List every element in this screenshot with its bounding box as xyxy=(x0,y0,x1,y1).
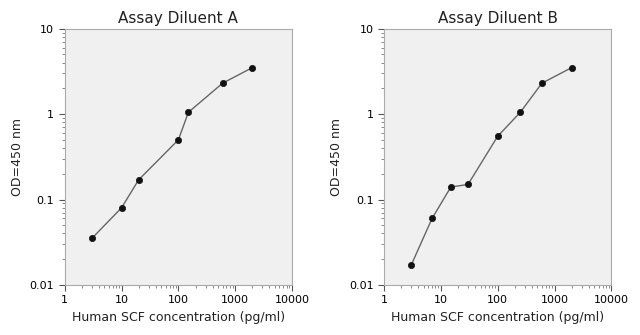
Y-axis label: OD=450 nm: OD=450 nm xyxy=(11,118,24,196)
X-axis label: Human SCF concentration (pg/ml): Human SCF concentration (pg/ml) xyxy=(391,311,604,324)
Y-axis label: OD=450 nm: OD=450 nm xyxy=(330,118,344,196)
Title: Assay Diluent B: Assay Diluent B xyxy=(438,11,557,26)
Title: Assay Diluent A: Assay Diluent A xyxy=(118,11,238,26)
X-axis label: Human SCF concentration (pg/ml): Human SCF concentration (pg/ml) xyxy=(72,311,285,324)
